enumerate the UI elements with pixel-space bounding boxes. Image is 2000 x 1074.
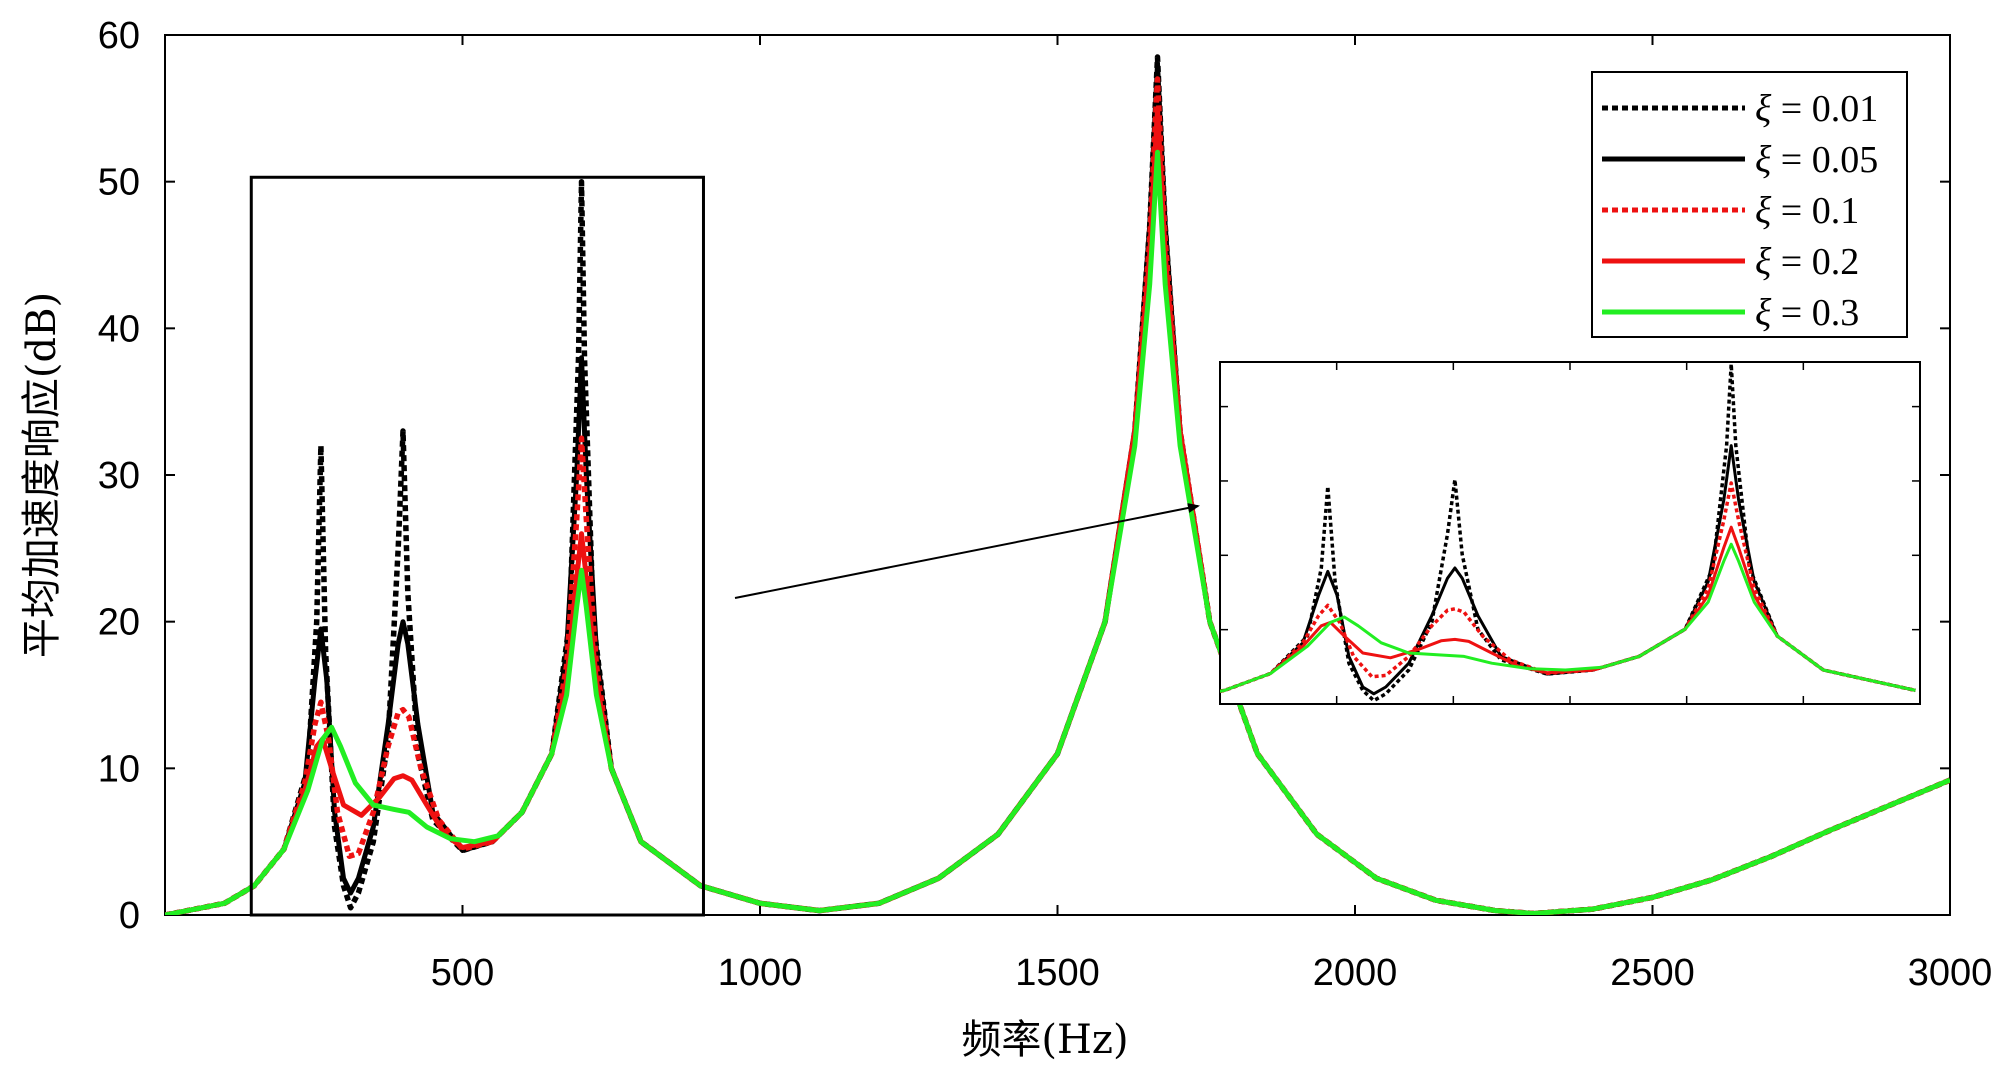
legend-label-2: ξ = 0.1 <box>1755 190 1859 232</box>
inset-ticks <box>1220 362 1921 704</box>
zoom-region-box <box>249 175 705 917</box>
x-tick-label: 2500 <box>1610 952 1695 994</box>
y-tick-label: 40 <box>98 308 140 350</box>
x-axis-label: 频率(Hz) <box>961 1017 1128 1063</box>
legend: ξ = 0.01 ξ = 0.05 ξ = 0.1 ξ = 0.2 ξ = 0.3 <box>1591 71 1908 338</box>
y-tick-label: 20 <box>98 602 140 644</box>
y-tick-label: 50 <box>98 162 140 204</box>
main-ticks: 500 1000 1500 2000 2500 3000 0 10 20 30 40 50 60 <box>98 15 1993 994</box>
legend-label-1: ξ = 0.05 <box>1755 139 1878 181</box>
series-line-4 <box>165 149 1950 915</box>
x-tick-label: 1000 <box>718 952 803 994</box>
y-tick-label: 30 <box>98 455 140 497</box>
legend-label-4: ξ = 0.3 <box>1755 292 1859 334</box>
x-tick-label: 2000 <box>1313 952 1398 994</box>
inset-series-line-2 <box>1220 481 1916 693</box>
legend-label-3: ξ = 0.2 <box>1755 241 1859 283</box>
y-axis-label: 平均加速度响应(dB) <box>19 292 65 658</box>
zoom-arrow <box>734 503 1200 599</box>
inset-series-line-4 <box>1220 542 1916 693</box>
main-series <box>165 54 1950 915</box>
legend-box <box>1591 71 1908 338</box>
y-tick-label: 0 <box>119 895 140 937</box>
inset-series-line-3 <box>1220 525 1916 693</box>
inset-frame <box>1219 361 1921 705</box>
inset-series-line-1 <box>1220 444 1916 696</box>
y-tick-label: 10 <box>98 748 140 790</box>
legend-label-0: ξ = 0.01 <box>1755 88 1878 130</box>
x-tick-label: 3000 <box>1908 952 1993 994</box>
x-tick-label: 1500 <box>1015 952 1100 994</box>
y-tick-label: 60 <box>98 15 140 57</box>
inset-series <box>1220 362 1916 703</box>
inset-series-line-0 <box>1220 362 1916 703</box>
x-tick-label: 500 <box>431 952 494 994</box>
